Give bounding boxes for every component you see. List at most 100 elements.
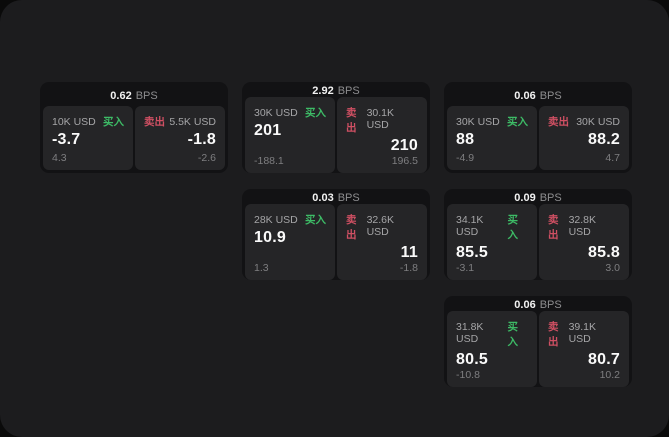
buy-amount: 10K USD (52, 116, 96, 128)
sell-side-label: 卖出 (346, 107, 357, 134)
bps-unit-label: BPS (539, 89, 562, 102)
sell-delta: -1.8 (399, 262, 418, 274)
quote-card: 0.09 BPS 34.1K USD 买入 85.5 -3.1 卖出 32.8K… (444, 189, 632, 280)
sell-top-row: 卖出 32.8K USD (548, 212, 620, 242)
buy-amount: 31.8K USD (456, 321, 484, 345)
quote-body: 30K USD 买入 201 -188.1 卖出 30.1K USD 210 1… (245, 97, 427, 173)
sell-amount: 32.8K USD (568, 214, 597, 238)
sell-top-row: 卖出 39.1K USD (548, 319, 620, 349)
sell-price: 85.8 (588, 244, 620, 261)
buy-side-label: 买入 (103, 116, 124, 128)
quote-body: 30K USD 买入 88 -4.9 卖出 30K USD 88.2 4.7 (447, 106, 629, 170)
sell-amount: 39.1K USD (568, 321, 597, 345)
sell-side-label: 卖出 (548, 321, 559, 348)
buy-delta: -4.9 (456, 152, 475, 164)
bps-value: 0.06 (514, 299, 536, 311)
sell-top-row: 卖出 30.1K USD (346, 105, 418, 135)
buy-quote-button[interactable]: 10K USD 买入 -3.7 4.3 (43, 106, 133, 170)
buy-amount: 34.1K USD (456, 214, 484, 238)
bps-header: 0.06 BPS (447, 85, 629, 106)
sell-quote-button[interactable]: 卖出 30.1K USD 210 196.5 (337, 97, 427, 173)
sell-side-label: 卖出 (548, 116, 569, 128)
bps-unit-label: BPS (337, 192, 360, 204)
bps-value: 0.03 (312, 192, 334, 204)
sell-amount: 32.6K USD (366, 214, 395, 238)
bps-header: 0.62 BPS (43, 85, 225, 106)
buy-side-label: 买入 (507, 116, 528, 128)
quote-body: 31.8K USD 买入 80.5 -10.8 卖出 39.1K USD 80.… (447, 311, 629, 387)
quote-body: 34.1K USD 买入 85.5 -3.1 卖出 32.8K USD 85.8… (447, 204, 629, 280)
buy-price: 88 (456, 131, 475, 148)
buy-delta: -3.1 (456, 262, 475, 274)
bps-value: 0.06 (514, 89, 536, 102)
buy-quote-button[interactable]: 34.1K USD 买入 85.5 -3.1 (447, 204, 537, 280)
buy-quote-button[interactable]: 31.8K USD 买入 80.5 -10.8 (447, 311, 537, 387)
quote-card: 0.06 BPS 31.8K USD 买入 80.5 -10.8 卖出 39.1… (444, 296, 632, 387)
buy-quote-button[interactable]: 30K USD 买入 201 -188.1 (245, 97, 335, 173)
buy-delta: 1.3 (254, 262, 269, 274)
sell-delta: 196.5 (391, 155, 418, 167)
sell-side-label: 卖出 (346, 214, 357, 241)
bps-unit-label: BPS (337, 85, 360, 97)
buy-top-row: 28K USD 买入 (254, 212, 326, 227)
buy-quote-button[interactable]: 28K USD 买入 10.9 1.3 (245, 204, 335, 280)
buy-amount: 30K USD (456, 116, 500, 128)
sell-delta: -2.6 (197, 152, 216, 164)
buy-amount: 28K USD (254, 214, 298, 226)
buy-price: 201 (254, 122, 282, 139)
sell-side-label: 卖出 (548, 214, 559, 241)
buy-price: -3.7 (52, 131, 81, 148)
sell-top-row: 卖出 32.6K USD (346, 212, 418, 242)
buy-delta: -10.8 (456, 369, 480, 381)
quote-body: 28K USD 买入 10.9 1.3 卖出 32.6K USD 11 -1.8 (245, 204, 427, 280)
buy-top-row: 10K USD 买入 (52, 114, 124, 129)
sell-price: 80.7 (588, 351, 620, 368)
sell-quote-button[interactable]: 卖出 32.6K USD 11 -1.8 (337, 204, 427, 280)
buy-top-row: 34.1K USD 买入 (456, 212, 528, 242)
sell-quote-button[interactable]: 卖出 30K USD 88.2 4.7 (539, 106, 629, 170)
bps-header: 0.09 BPS (447, 192, 629, 204)
buy-top-row: 31.8K USD 买入 (456, 319, 528, 349)
sell-top-row: 卖出 5.5K USD (144, 114, 216, 129)
buy-side-label: 买入 (305, 214, 326, 226)
sell-price: -1.8 (187, 131, 216, 148)
bps-unit-label: BPS (539, 299, 562, 311)
sell-price: 11 (400, 244, 418, 261)
buy-quote-button[interactable]: 30K USD 买入 88 -4.9 (447, 106, 537, 170)
sell-quote-button[interactable]: 卖出 32.8K USD 85.8 3.0 (539, 204, 629, 280)
quote-card: 2.92 BPS 30K USD 买入 201 -188.1 卖出 30.1K … (242, 82, 430, 173)
quote-card: 0.62 BPS 10K USD 买入 -3.7 4.3 卖出 5.5K USD (40, 82, 228, 173)
quote-body: 10K USD 买入 -3.7 4.3 卖出 5.5K USD -1.8 -2.… (43, 106, 225, 170)
quote-card: 0.06 BPS 30K USD 买入 88 -4.9 卖出 30K USD (444, 82, 632, 173)
buy-amount: 30K USD (254, 107, 298, 119)
bps-header: 0.03 BPS (245, 192, 427, 204)
buy-side-label: 买入 (507, 321, 518, 348)
quote-card: 0.03 BPS 28K USD 买入 10.9 1.3 卖出 32.6K US… (242, 189, 430, 280)
sell-price: 88.2 (588, 131, 620, 148)
buy-delta: 4.3 (52, 152, 67, 164)
buy-delta: -188.1 (254, 155, 284, 167)
bps-value: 2.92 (312, 85, 334, 97)
buy-side-label: 买入 (305, 107, 326, 119)
bps-value: 0.62 (110, 89, 132, 102)
buy-price: 10.9 (254, 229, 286, 246)
bps-unit-label: BPS (539, 192, 562, 204)
sell-price: 210 (390, 137, 418, 154)
bps-unit-label: BPS (135, 89, 158, 102)
sell-side-label: 卖出 (144, 116, 165, 128)
buy-price: 85.5 (456, 244, 488, 261)
buy-top-row: 30K USD 买入 (254, 105, 326, 120)
sell-delta: 3.0 (605, 262, 620, 274)
sell-delta: 4.7 (605, 152, 620, 164)
sell-amount: 30K USD (576, 116, 620, 128)
sell-amount: 30.1K USD (366, 107, 395, 131)
quote-card-grid: 0.62 BPS 10K USD 买入 -3.7 4.3 卖出 5.5K USD (40, 82, 632, 387)
bps-header: 2.92 BPS (245, 85, 427, 97)
sell-quote-button[interactable]: 卖出 39.1K USD 80.7 10.2 (539, 311, 629, 387)
bps-value: 0.09 (514, 192, 536, 204)
sell-delta: 10.2 (599, 369, 620, 381)
sell-top-row: 卖出 30K USD (548, 114, 620, 129)
sell-quote-button[interactable]: 卖出 5.5K USD -1.8 -2.6 (135, 106, 225, 170)
buy-price: 80.5 (456, 351, 488, 368)
